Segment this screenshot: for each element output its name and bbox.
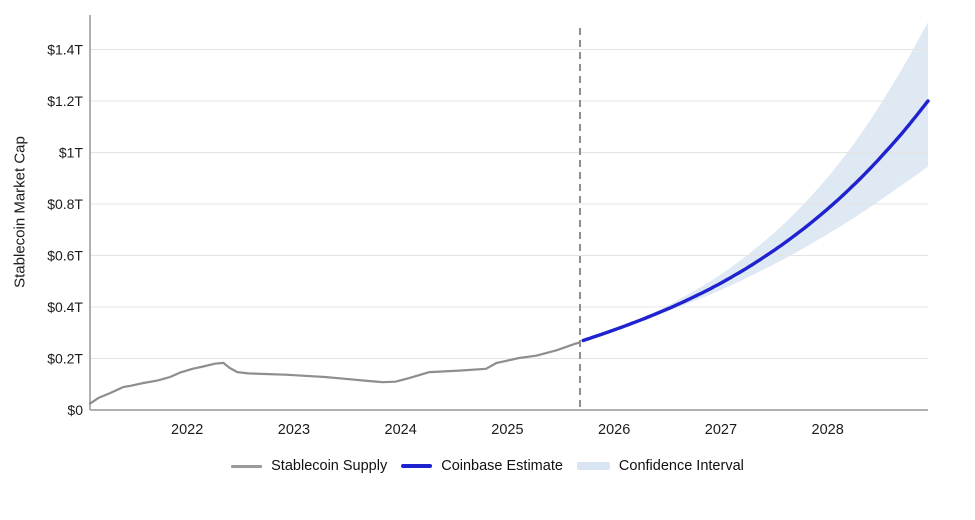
- x-tick-label: 2028: [812, 422, 844, 438]
- coinbase-estimate-line-swatch: [401, 464, 433, 468]
- y-tick-label: $0: [67, 402, 83, 418]
- forecast-line: [581, 99, 930, 343]
- legend-label-stablecoin-supply: Stablecoin Supply: [271, 458, 388, 474]
- y-tick-label: $1.4T: [47, 42, 83, 58]
- legend-item-stablecoin-supply: Stablecoin Supply: [231, 458, 387, 474]
- legend-item-confidence-interval: Confidence Interval: [576, 458, 744, 474]
- y-tick-label: $1.2T: [47, 93, 83, 109]
- legend-label-confidence-interval: Confidence Interval: [618, 458, 744, 474]
- confidence-interval-band-swatch: [576, 462, 610, 470]
- y-tick-label: $0.4T: [47, 299, 83, 315]
- y-tick-label: $0.6T: [47, 248, 83, 264]
- x-tick-label: 2025: [491, 422, 523, 438]
- y-axis-title: Stablecoin Market Cap: [11, 136, 29, 288]
- legend-label-coinbase-estimate: Coinbase Estimate: [441, 458, 563, 474]
- legend-item-coinbase-estimate: Coinbase Estimate: [401, 458, 563, 474]
- legend: Stablecoin Supply Coinbase Estimate Conf…: [0, 458, 975, 474]
- y-tick-label: $1T: [59, 145, 84, 161]
- y-tick-label: $0.2T: [47, 351, 83, 367]
- confidence-band: [583, 22, 928, 341]
- x-tick-label: 2026: [598, 422, 630, 438]
- x-tick-label: 2027: [705, 422, 737, 438]
- stablecoin-supply-line-swatch: [231, 464, 263, 468]
- x-tick-label: 2022: [171, 422, 203, 438]
- y-tick-label: $0.8T: [47, 196, 83, 212]
- x-tick-label: 2024: [385, 422, 417, 438]
- historical-line: [88, 341, 582, 405]
- plot-area: $0 $0.2T $0.4T $0.6T $0.8T $1T $1.2T $1.4T 2022 2…: [47, 15, 930, 438]
- x-tick-label: 2023: [278, 422, 310, 438]
